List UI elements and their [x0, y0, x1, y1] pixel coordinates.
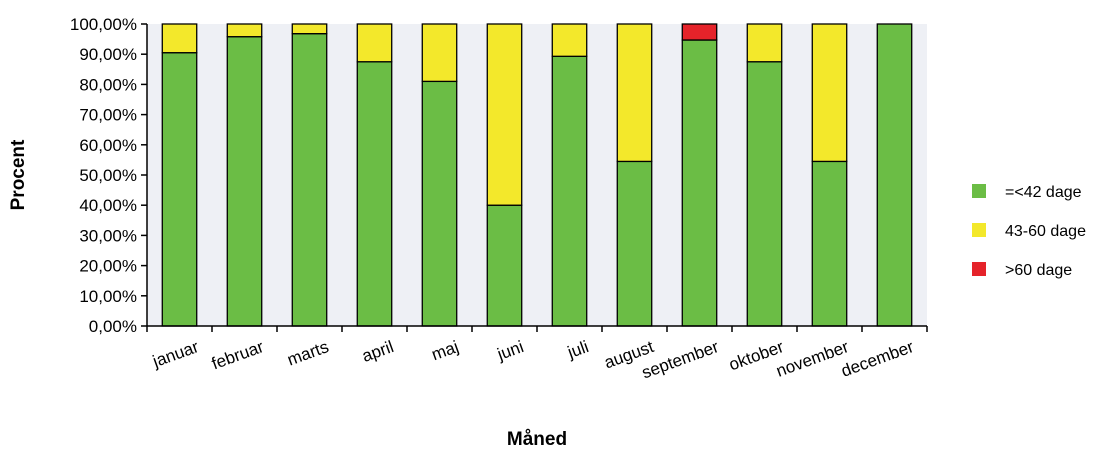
legend-label: >60 dage: [1005, 262, 1072, 279]
y-tick-label: 50,00%: [79, 166, 137, 185]
y-tick-label: 60,00%: [79, 136, 137, 155]
x-tick-label: november: [774, 337, 852, 381]
bar-segment-oktober-series-1: [746, 61, 783, 327]
bar-segment-oktober-series-2: [746, 23, 783, 63]
bar-segment-november-series-1: [811, 160, 848, 327]
bar-segment-maj-series-1: [421, 80, 458, 327]
legend: =<42 dage 43-60 dage >60 dage: [972, 184, 1086, 279]
legend-label: 43-60 dage: [1005, 223, 1086, 240]
bar-segment-august-series-2: [616, 23, 653, 163]
bar-segment-juni-series-2: [486, 23, 523, 206]
y-tick-label: 100,00%: [70, 15, 137, 34]
legend-swatch: [972, 223, 986, 237]
x-tick-label: juni: [494, 337, 526, 364]
y-tick-label: 10,00%: [79, 287, 137, 306]
y-tick-label: 70,00%: [79, 106, 137, 125]
bar-segment-september-series-1: [681, 39, 718, 327]
x-axis: januar februar marts april maj juni juli august…: [146, 325, 928, 382]
x-tick-label: februar: [209, 337, 266, 373]
bar-segment-maj-series-2: [421, 23, 458, 83]
bar-segment-december-series-1: [876, 23, 913, 327]
bar-segment-januar-series-1: [161, 52, 198, 327]
bars-group: [161, 23, 913, 327]
bar-segment-januar-series-2: [161, 23, 198, 54]
y-tick-label: 0,00%: [89, 317, 137, 336]
x-tick-label: januar: [149, 337, 201, 371]
bar-segment-februar-series-2: [226, 23, 263, 38]
y-axis-title: Procent: [8, 139, 29, 210]
bar-segment-marts-series-1: [291, 33, 328, 327]
y-tick-label: 80,00%: [79, 75, 137, 94]
x-tick-label: marts: [285, 337, 331, 369]
x-axis-title: Måned: [507, 429, 567, 449]
legend-swatch: [972, 262, 986, 276]
y-tick-label: 20,00%: [79, 257, 137, 276]
legend-swatch: [972, 184, 986, 198]
y-tick-label: 30,00%: [79, 226, 137, 245]
x-tick-label: december: [839, 337, 917, 381]
legend-label: =<42 dage: [1005, 184, 1082, 201]
y-tick-label: 90,00%: [79, 45, 137, 64]
bar-segment-februar-series-1: [226, 36, 263, 327]
bar-segment-april-series-1: [356, 61, 393, 327]
y-axis: 0,00% 10,00% 20,00% 30,00% 40,00% 50,00% 60,00…: [70, 15, 148, 336]
y-tick-label: 40,00%: [79, 196, 137, 215]
bar-segment-november-series-2: [811, 23, 848, 163]
bar-segment-september-series-3: [681, 23, 718, 41]
bar-segment-juli-series-1: [551, 55, 588, 327]
x-tick-label: juli: [564, 337, 591, 362]
bar-segment-august-series-1: [616, 160, 653, 327]
x-tick-label: maj: [429, 337, 461, 364]
bar-segment-marts-series-2: [291, 23, 328, 35]
plot-area: [147, 24, 927, 326]
bar-segment-april-series-2: [356, 23, 393, 63]
x-tick-label: april: [360, 337, 397, 366]
bar-segment-juli-series-2: [551, 23, 588, 57]
bar-segment-juni-series-1: [486, 204, 523, 327]
